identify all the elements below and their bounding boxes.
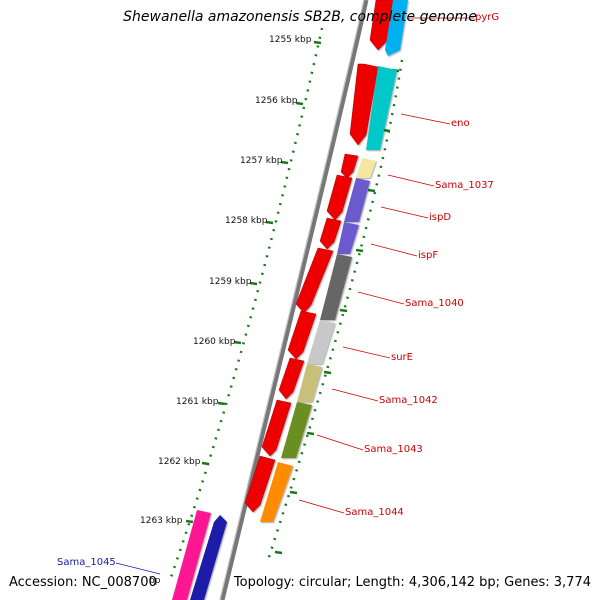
gene-Sama_1042 — [297, 364, 322, 402]
ruler-dots — [168, 27, 324, 581]
backbone-arc — [219, 0, 369, 600]
gene-label-Sama_1040: Sama_1040 — [405, 298, 464, 309]
gene-block — [319, 217, 342, 250]
gene-block — [278, 357, 305, 400]
gene-label-pyrG: pyrG — [475, 12, 500, 23]
gene-Sama_1037 — [356, 158, 376, 178]
ruler-label: 1263 kbp — [140, 516, 183, 526]
map-title: Shewanella amazonensis SB2B, complete ge… — [123, 9, 477, 25]
gene-block — [340, 153, 359, 179]
ruler-label: 1262 kbp — [158, 457, 201, 467]
label-leader-blue — [115, 562, 161, 575]
ruler-label: 1261 kbp — [176, 397, 219, 407]
gene-pyrG — [385, 0, 408, 56]
gene-label-ispF: ispF — [418, 250, 439, 261]
ruler-label: 1257 kbp — [240, 156, 283, 166]
ruler-label-partial: bp — [149, 576, 161, 586]
gene-block — [261, 399, 292, 457]
gene-label-ispD: ispD — [429, 212, 452, 223]
accession-text: Accession: NC_008700 — [9, 575, 157, 590]
bottom-genes — [172, 510, 227, 600]
ruler-label: 1260 kbp — [193, 337, 236, 347]
gene-ispD — [344, 178, 370, 222]
gene-Sama_1043 — [281, 402, 312, 458]
gene-Sama_1040 — [320, 254, 352, 320]
gene-surE — [307, 320, 335, 364]
gene-label-surE: surE — [391, 352, 413, 363]
ruler-label: 1258 kbp — [225, 216, 268, 226]
gene-label-Sama_1045: Sama_1045 — [57, 557, 116, 568]
reverse-strand-genes — [260, 0, 408, 522]
gene-Sama_1045-arrow — [190, 515, 227, 600]
label-leaders — [298, 17, 474, 514]
gene-block — [326, 174, 353, 221]
gene-label-Sama_1043: Sama_1043 — [364, 444, 423, 455]
gene-block — [287, 310, 317, 360]
gene-block — [295, 247, 334, 314]
backbone-arc-highlight — [219, 0, 365, 600]
ruler-label: 1255 kbp — [269, 35, 312, 45]
gene-block — [244, 455, 276, 513]
ruler-ticks — [185, 40, 322, 524]
gene-Sama_1044 — [260, 462, 293, 522]
outer-ticks — [274, 68, 400, 555]
gene-eno — [366, 66, 397, 150]
ruler-label: 1259 kbp — [209, 277, 252, 287]
ruler-label: 1256 kbp — [255, 96, 298, 106]
topology-text: Topology: circular; Length: 4,306,142 bp… — [233, 575, 591, 590]
gene-label-eno: eno — [451, 118, 470, 129]
gene-pink — [172, 510, 211, 600]
gene-label-Sama_1037: Sama_1037 — [435, 180, 494, 191]
gene-label-Sama_1042: Sama_1042 — [379, 395, 438, 406]
gene-ispF — [337, 222, 359, 254]
gene-label-Sama_1044: Sama_1044 — [345, 507, 404, 518]
